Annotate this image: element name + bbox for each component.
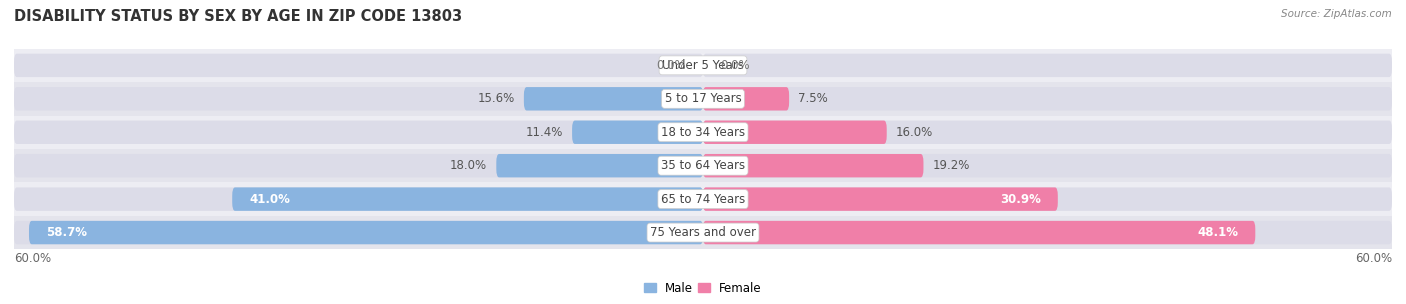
FancyBboxPatch shape <box>703 154 924 177</box>
FancyBboxPatch shape <box>703 87 1392 111</box>
Text: 48.1%: 48.1% <box>1197 226 1239 239</box>
Text: 60.0%: 60.0% <box>14 252 51 265</box>
Text: 0.0%: 0.0% <box>720 59 749 72</box>
Text: 58.7%: 58.7% <box>46 226 87 239</box>
Text: 18 to 34 Years: 18 to 34 Years <box>661 126 745 139</box>
Text: 0.0%: 0.0% <box>657 59 686 72</box>
Text: 75 Years and over: 75 Years and over <box>650 226 756 239</box>
FancyBboxPatch shape <box>232 187 703 211</box>
FancyBboxPatch shape <box>14 221 703 244</box>
FancyBboxPatch shape <box>703 121 1392 144</box>
FancyBboxPatch shape <box>14 187 703 211</box>
FancyBboxPatch shape <box>703 87 789 111</box>
Bar <box>14 216 1392 249</box>
FancyBboxPatch shape <box>14 54 703 77</box>
Text: 30.9%: 30.9% <box>1000 193 1040 206</box>
Text: 16.0%: 16.0% <box>896 126 934 139</box>
Text: Under 5 Years: Under 5 Years <box>662 59 744 72</box>
Text: 41.0%: 41.0% <box>249 193 290 206</box>
Bar <box>14 116 1392 149</box>
Text: 15.6%: 15.6% <box>478 92 515 105</box>
FancyBboxPatch shape <box>703 187 1057 211</box>
FancyBboxPatch shape <box>703 121 887 144</box>
Legend: Male, Female: Male, Female <box>640 277 766 299</box>
FancyBboxPatch shape <box>703 54 1392 77</box>
FancyBboxPatch shape <box>496 154 703 177</box>
Text: 35 to 64 Years: 35 to 64 Years <box>661 159 745 172</box>
FancyBboxPatch shape <box>703 221 1256 244</box>
Text: 18.0%: 18.0% <box>450 159 486 172</box>
FancyBboxPatch shape <box>703 221 1392 244</box>
FancyBboxPatch shape <box>14 121 703 144</box>
FancyBboxPatch shape <box>572 121 703 144</box>
FancyBboxPatch shape <box>30 221 703 244</box>
Text: Source: ZipAtlas.com: Source: ZipAtlas.com <box>1281 9 1392 19</box>
Text: 11.4%: 11.4% <box>526 126 562 139</box>
Text: 19.2%: 19.2% <box>932 159 970 172</box>
Text: 65 to 74 Years: 65 to 74 Years <box>661 193 745 206</box>
Bar <box>14 149 1392 182</box>
Text: 7.5%: 7.5% <box>799 92 828 105</box>
Text: 5 to 17 Years: 5 to 17 Years <box>665 92 741 105</box>
Bar <box>14 182 1392 216</box>
Bar <box>14 49 1392 82</box>
Bar <box>14 82 1392 116</box>
Text: 60.0%: 60.0% <box>1355 252 1392 265</box>
Text: DISABILITY STATUS BY SEX BY AGE IN ZIP CODE 13803: DISABILITY STATUS BY SEX BY AGE IN ZIP C… <box>14 9 463 24</box>
FancyBboxPatch shape <box>703 154 1392 177</box>
FancyBboxPatch shape <box>14 87 703 111</box>
FancyBboxPatch shape <box>14 154 703 177</box>
FancyBboxPatch shape <box>524 87 703 111</box>
FancyBboxPatch shape <box>703 187 1392 211</box>
